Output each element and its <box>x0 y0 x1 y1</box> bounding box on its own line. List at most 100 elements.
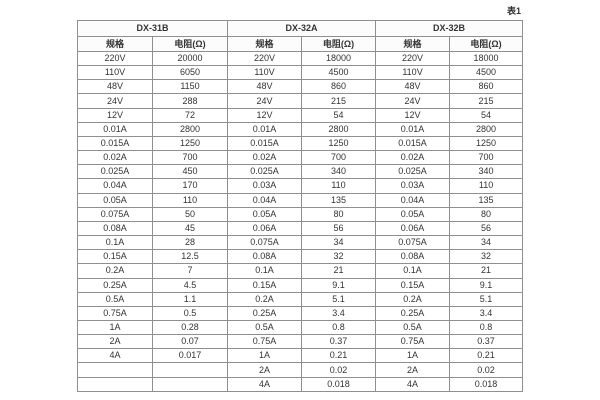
spec-cell: 4A <box>375 376 451 393</box>
resistance-cell: 80 <box>449 206 524 222</box>
resistance-cell: 80 <box>301 206 377 222</box>
spec-cell: 0.1A <box>77 235 153 251</box>
resistance-cell: 7 <box>151 263 229 279</box>
spec-cell: 0.2A <box>375 291 451 307</box>
table-row: 0.75A 0.5 0.25A 3.4 0.25A 3.4 <box>77 305 524 321</box>
resistance-cell: 4500 <box>301 65 377 81</box>
resistance-cell: 9.1 <box>449 277 524 293</box>
table-row: 4A 0.018 4A 0.018 <box>77 376 524 393</box>
resistance-cell: 0.8 <box>449 319 524 336</box>
spec-cell: 220V <box>375 50 451 67</box>
spec-cell: 0.04A <box>77 178 153 194</box>
spec-cell: 0.06A <box>375 220 451 237</box>
table-row: 0.05A 110 0.04A 135 0.04A 135 <box>77 192 524 208</box>
resistance-cell: 288 <box>151 93 229 109</box>
table-row: 0.01A 2800 0.01A 2800 0.01A 2800 <box>77 121 524 137</box>
table-row: 4A 0.017 1A 0.21 1A 0.21 <box>77 348 524 364</box>
spec-cell: 0.1A <box>375 263 451 279</box>
table-row: 24V 288 24V 215 24V 215 <box>77 93 524 109</box>
spec-cell: 0.02A <box>227 150 303 166</box>
spec-cell <box>77 376 153 393</box>
spec-cell: 0.05A <box>227 206 303 222</box>
spec-cell: 0.04A <box>227 192 303 208</box>
group-header-dx-32a: DX-32A <box>227 20 377 37</box>
spec-cell: 0.15A <box>77 249 153 265</box>
table-row: 0.025A 450 0.025A 340 0.025A 340 <box>77 164 524 180</box>
resistance-cell: 0.07 <box>151 334 229 350</box>
spec-cell: 0.025A <box>375 164 451 180</box>
resistance-cell: 18000 <box>449 50 524 67</box>
resistance-cell: 21 <box>449 263 524 279</box>
spec-cell: 0.75A <box>227 334 303 350</box>
resistance-cell: 0.21 <box>301 348 377 364</box>
resistance-cell: 0.21 <box>449 348 524 364</box>
resistance-cell: 28 <box>151 235 229 251</box>
spec-cell: 220V <box>77 50 153 67</box>
spec-cell: 0.5A <box>77 291 153 307</box>
spec-cell: 2A <box>77 334 153 350</box>
resistance-cell: 3.4 <box>449 305 524 321</box>
spec-cell: 4A <box>77 348 153 364</box>
spec-cell: 0.08A <box>375 249 451 265</box>
spec-cell: 12V <box>227 107 303 123</box>
spec-cell: 0.015A <box>227 135 303 152</box>
sub-header-row: 规格 电阻(Ω) 规格 电阻(Ω) 规格 电阻(Ω) <box>77 36 524 52</box>
resistance-cell: 0.28 <box>151 319 229 336</box>
resistance-cell: 32 <box>301 249 377 265</box>
resistance-cell: 21 <box>301 263 377 279</box>
resistance-cell: 4500 <box>449 65 524 81</box>
table-caption: 表1 <box>506 6 521 16</box>
table-row: 2A 0.02 2A 0.02 <box>77 362 524 378</box>
resistance-cell: 5.1 <box>301 291 377 307</box>
resistance-cell: 9.1 <box>301 277 377 293</box>
spec-column-header: 规格 <box>77 36 153 52</box>
resistance-cell: 0.02 <box>449 362 524 378</box>
resistance-column-header: 电阻(Ω) <box>151 36 229 52</box>
spec-cell: 0.02A <box>77 150 153 166</box>
spec-cell: 12V <box>375 107 451 123</box>
resistance-cell: 215 <box>301 93 377 109</box>
spec-cell: 0.75A <box>375 334 451 350</box>
resistance-cell: 3.4 <box>301 305 377 321</box>
resistance-cell: 0.018 <box>301 376 377 393</box>
resistance-cell: 860 <box>449 79 524 95</box>
resistance-cell: 215 <box>449 93 524 109</box>
resistance-cell: 135 <box>449 192 524 208</box>
spec-cell: 0.04A <box>375 192 451 208</box>
spec-cell: 48V <box>227 79 303 95</box>
table-row: 0.1A 28 0.075A 34 0.075A 34 <box>77 235 524 251</box>
spec-cell: 0.025A <box>227 164 303 180</box>
spec-cell: 1A <box>227 348 303 364</box>
resistance-column-header: 电阻(Ω) <box>301 36 377 52</box>
table-row: 220V 20000 220V 18000 220V 18000 <box>77 50 524 67</box>
spec-cell: 0.01A <box>227 121 303 137</box>
spec-cell <box>77 362 153 378</box>
spec-cell: 0.08A <box>77 220 153 237</box>
resistance-cell: 45 <box>151 220 229 237</box>
resistance-cell: 700 <box>449 150 524 166</box>
spec-cell: 0.01A <box>77 121 153 137</box>
table-body: 220V 20000 220V 18000 220V 18000 110V 6050 110V 4… <box>77 50 524 393</box>
spec-cell: 0.2A <box>227 291 303 307</box>
spec-cell: 0.08A <box>227 249 303 265</box>
resistance-cell: 170 <box>151 178 229 194</box>
table-row: 0.04A 170 0.03A 110 0.03A 110 <box>77 178 524 194</box>
resistance-cell: 34 <box>301 235 377 251</box>
resistance-cell: 135 <box>301 192 377 208</box>
resistance-cell: 0.8 <box>301 319 377 336</box>
resistance-cell: 2800 <box>151 121 229 137</box>
resistance-cell: 1250 <box>449 135 524 152</box>
resistance-cell: 18000 <box>301 50 377 67</box>
spec-cell: 1A <box>375 348 451 364</box>
spec-cell: 12V <box>77 107 153 123</box>
spec-cell: 0.25A <box>77 277 153 293</box>
spec-cell: 0.06A <box>227 220 303 237</box>
spec-column-header: 规格 <box>227 36 303 52</box>
resistance-cell: 0.018 <box>449 376 524 393</box>
resistance-cell <box>151 362 229 378</box>
resistance-cell: 110 <box>151 192 229 208</box>
table-row: 0.015A 1250 0.015A 1250 0.015A 1250 <box>77 135 524 152</box>
resistance-cell: 860 <box>301 79 377 95</box>
resistance-spec-table: DX-31B DX-32A DX-32B 规格 电阻(Ω) 规格 电阻(Ω) 规… <box>76 20 524 393</box>
